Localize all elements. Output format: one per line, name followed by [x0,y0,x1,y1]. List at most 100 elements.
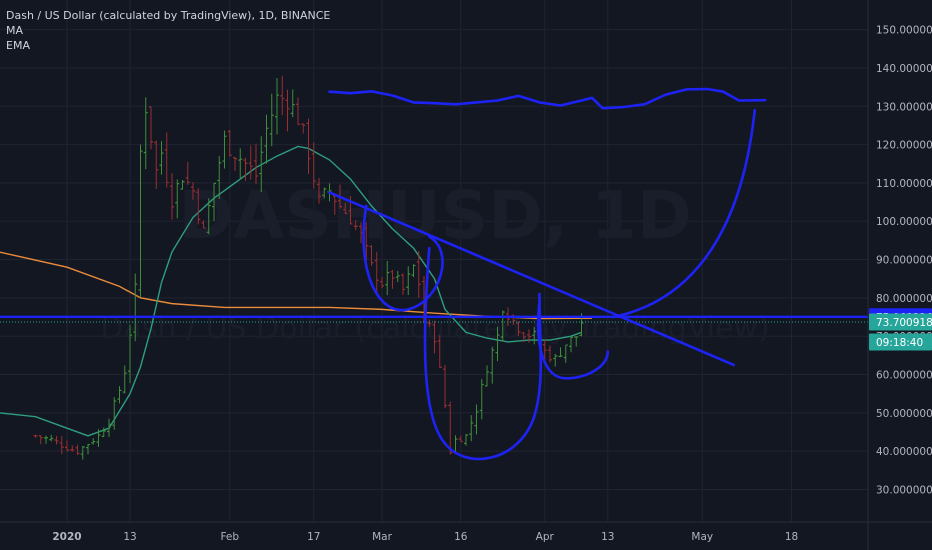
candle [264,114,269,164]
candle [117,386,122,404]
candle [406,266,411,296]
candle [101,427,106,438]
candle [175,179,180,219]
candle [86,443,90,455]
y-tick-label: 30.000000 [876,485,932,497]
projection-arc [611,108,757,319]
candle [322,187,327,199]
candle [542,339,547,361]
candle [479,378,484,420]
y-tick-label: 130.000000 [876,101,932,113]
candle [75,444,80,456]
time-axis: 2020 13 Feb 17 Mar 16 Apr 13 May 18 [0,521,932,543]
candle [474,404,479,435]
candle [485,365,489,387]
candle [385,260,390,296]
descending-trendline [328,191,736,367]
candle [390,269,395,289]
candle [185,161,190,185]
candle [296,97,300,125]
candle [353,220,358,231]
candle [133,273,138,342]
x-tick-label: May [691,531,713,543]
candle [437,335,442,368]
y-tick-label: 110.000000 [876,178,932,190]
price-levels [0,315,868,323]
candle [311,142,316,189]
price-axis: 150.000000 140.000000 130.000000 120.000000… [867,0,932,550]
indicator-ema-label[interactable]: EMA [6,39,30,52]
candle [96,429,101,448]
candle [238,148,243,179]
candle [380,276,384,289]
candle [259,136,264,193]
y-tick-label: 120.000000 [876,140,932,152]
candle [143,97,148,170]
candle [280,75,285,115]
candle [49,434,54,442]
x-tick-label: 13 [601,531,614,543]
y-tick-label: 80.000000 [876,293,932,305]
candle [112,397,117,430]
candle [301,123,306,134]
candle [416,250,421,298]
chart-grid [0,0,868,522]
candle [248,145,253,180]
candle [532,327,537,345]
candle [128,324,132,384]
y-tick-label: 100.000000 [876,216,932,228]
candle [138,144,143,298]
candle [343,202,348,214]
x-tick-label: Mar [372,531,392,543]
candle [395,271,400,283]
candle [516,321,521,336]
upper-squiggle [328,87,767,110]
x-tick-label: 18 [785,531,798,543]
candle [70,445,75,452]
y-tick-label: 150.000000 [876,25,932,37]
ma-line [0,251,593,320]
candle [369,245,374,266]
candle [275,78,279,135]
x-tick-label: Feb [220,531,239,543]
chart-legend: Dash / US Dollar (calculated by TradingV… [6,8,330,53]
price-tag-text: 09:18:40 [876,337,923,349]
candle [59,436,64,455]
candle [164,132,169,188]
candle [107,418,111,437]
chart-title: Dash / US Dollar (calculated by TradingV… [6,9,331,22]
candle [453,435,458,453]
candle [411,264,416,278]
candle [65,440,69,452]
candle [374,251,379,295]
candle [521,331,526,343]
candle [432,320,437,354]
indicator-ma-label[interactable]: MA [6,24,24,37]
candle [254,143,258,185]
candle [33,434,38,438]
x-tick-label: 16 [454,531,468,543]
candle [243,157,248,182]
candle [495,326,500,362]
candle [217,156,222,199]
candle [212,182,216,221]
ema-indicator [0,145,582,437]
candle [317,178,321,204]
candle [527,329,531,343]
candle [80,445,85,460]
candle [206,198,211,235]
candle [548,345,552,363]
right-shoulder-curve [536,300,610,380]
candle [469,415,474,442]
y-tick-label: 140.000000 [876,63,932,75]
candle [563,344,568,363]
price-tag: 73.700918 [869,313,932,331]
candle [458,435,463,443]
candle [44,435,48,444]
candle [122,365,127,394]
candle [574,336,579,347]
candle [227,129,232,157]
candle [427,319,432,327]
y-tick-label: 50.000000 [876,408,932,420]
